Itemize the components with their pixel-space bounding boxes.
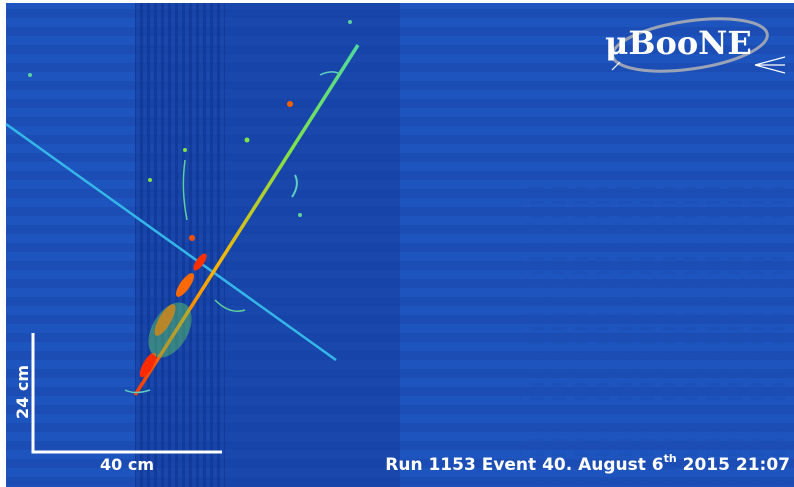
caption-rest: 2015 21:07	[677, 455, 790, 475]
caption: Run 1153 Event 40. August 6th 2015 21:07	[385, 452, 790, 475]
horizontal-scale-label: 40 cm	[100, 455, 154, 474]
logo-text: μBooNE	[605, 24, 752, 62]
caption-text: Run 1153 Event 40. August 6	[385, 455, 663, 475]
vertical-scale-label: 24 cm	[13, 365, 32, 419]
caption-superscript: th	[664, 452, 677, 465]
dark-wires	[135, 3, 225, 487]
event-display: μBooNE 24 cm 40 cm Run 1153 Event 40. Au…	[0, 0, 794, 487]
wire-noise	[520, 180, 794, 487]
